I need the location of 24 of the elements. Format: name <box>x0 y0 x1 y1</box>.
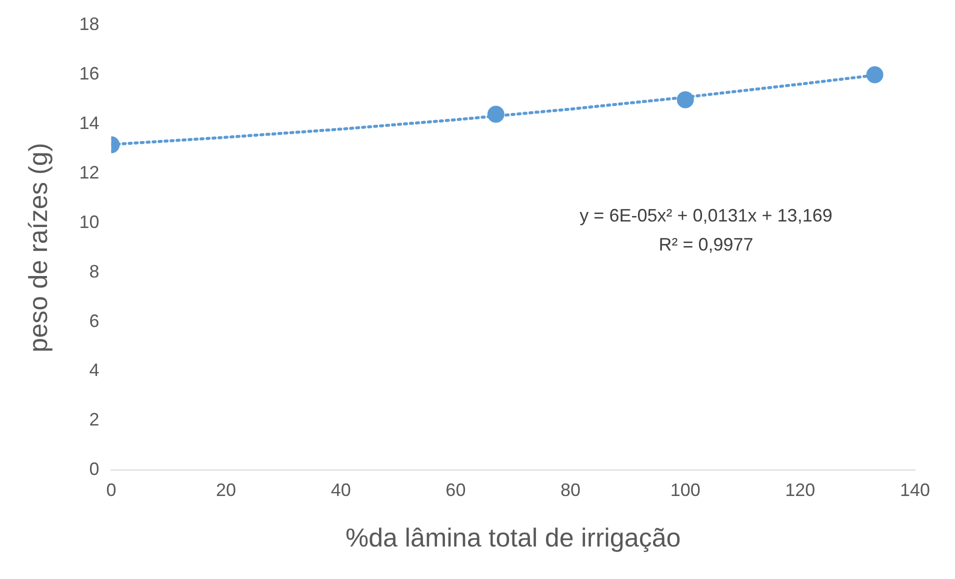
annotation: R² = 0,9977 <box>658 234 754 254</box>
x-tick-label: 60 <box>446 480 466 500</box>
y-tick-label: 0 <box>89 459 100 480</box>
x-tick-label: 40 <box>330 480 351 500</box>
y-tick-label: 2 <box>89 410 100 430</box>
x-tick-label: 0 <box>106 480 116 500</box>
y-tick-label: 12 <box>79 162 100 182</box>
y-tick-label: 18 <box>79 14 100 34</box>
point <box>866 66 884 84</box>
point <box>676 91 694 108</box>
y-tick-label: 14 <box>79 112 100 133</box>
y-tick-label: 8 <box>89 261 100 282</box>
annotation: y = 6E-05x² + 0,0131x + 13,169 <box>580 205 832 226</box>
x-tick-label: 100 <box>670 480 700 500</box>
x-tick-label: 140 <box>900 480 930 500</box>
y-tick-label: 16 <box>79 63 100 84</box>
y-tick-label: 4 <box>89 360 100 380</box>
x-tick-label: 120 <box>785 480 816 500</box>
y-axis-title: peso de raízes (g) <box>22 142 53 352</box>
x-tick-label: 20 <box>216 480 236 500</box>
y-tick-label: 10 <box>79 212 100 232</box>
x-tick-label: 80 <box>560 480 581 500</box>
y-tick-label: 6 <box>89 310 100 331</box>
x-axis-title: %da lâmina total de irrigação <box>345 522 681 553</box>
